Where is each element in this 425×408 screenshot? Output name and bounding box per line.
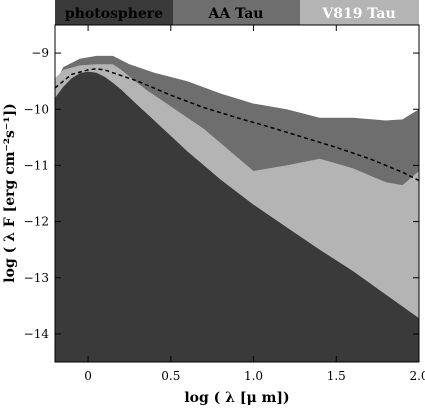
y-tick-label: −13 bbox=[24, 271, 49, 285]
y-tick-label: −14 bbox=[24, 327, 50, 341]
x-tick-label: 2.0 bbox=[409, 369, 425, 383]
plot-frame bbox=[54, 24, 420, 363]
y-tick-label: −11 bbox=[24, 158, 49, 172]
x-axis: 0 0.5 1.0 1.5 2.0 bbox=[84, 25, 425, 383]
legend: photosphere AA Tau V819 Tau bbox=[55, 0, 419, 25]
legend-swatch-v819-tau bbox=[300, 0, 419, 25]
y-tick-label: −12 bbox=[24, 215, 49, 229]
x-tick-label: 1.0 bbox=[244, 369, 263, 383]
legend-label-aa-tau: AA Tau bbox=[208, 6, 264, 22]
x-axis-title: log ( λ [μ m]) bbox=[184, 390, 289, 406]
y-tick-label: −9 bbox=[31, 46, 49, 60]
legend-label-photosphere: photosphere bbox=[65, 6, 163, 22]
area-photosphere bbox=[55, 71, 419, 362]
y-tick-label: −10 bbox=[24, 102, 49, 116]
plot-areas bbox=[54, 55, 420, 363]
x-tick-label: 0 bbox=[84, 369, 92, 383]
legend-swatch-aa-tau bbox=[173, 0, 300, 25]
model-dashed-line bbox=[54, 68, 420, 182]
y-axis: −9 −10 −11 −12 −13 −14 bbox=[24, 46, 419, 341]
x-tick-label: 1.5 bbox=[327, 369, 346, 383]
y-axis-title: log ( λ F [erg cm⁻²s⁻¹]) bbox=[2, 103, 18, 282]
legend-label-v819-tau: V819 Tau bbox=[321, 6, 395, 22]
x-tick-label: 0.5 bbox=[161, 369, 180, 383]
legend-swatch-photosphere bbox=[55, 0, 173, 25]
